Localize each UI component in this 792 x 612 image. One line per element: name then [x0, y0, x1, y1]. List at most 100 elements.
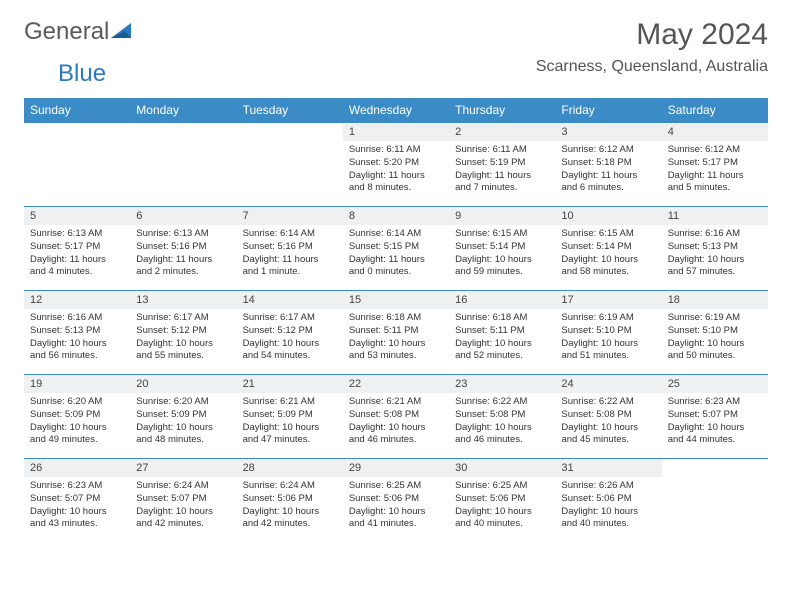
calendar-cell: 28Sunrise: 6:24 AMSunset: 5:06 PMDayligh… — [237, 459, 343, 543]
day-detail: Sunrise: 6:12 AMSunset: 5:18 PMDaylight:… — [555, 141, 661, 198]
day-number: 29 — [343, 459, 449, 477]
logo: General — [24, 18, 135, 46]
day-number: 18 — [662, 291, 768, 309]
calendar-cell: 13Sunrise: 6:17 AMSunset: 5:12 PMDayligh… — [130, 291, 236, 375]
day-detail: Sunrise: 6:23 AMSunset: 5:07 PMDaylight:… — [662, 393, 768, 450]
day-detail: Sunrise: 6:13 AMSunset: 5:17 PMDaylight:… — [24, 225, 130, 282]
day-detail: Sunrise: 6:20 AMSunset: 5:09 PMDaylight:… — [130, 393, 236, 450]
day-detail: Sunrise: 6:25 AMSunset: 5:06 PMDaylight:… — [343, 477, 449, 534]
calendar-row: 12Sunrise: 6:16 AMSunset: 5:13 PMDayligh… — [24, 291, 768, 375]
calendar-cell: 3Sunrise: 6:12 AMSunset: 5:18 PMDaylight… — [555, 123, 661, 207]
calendar-cell: 16Sunrise: 6:18 AMSunset: 5:11 PMDayligh… — [449, 291, 555, 375]
calendar-cell: 30Sunrise: 6:25 AMSunset: 5:06 PMDayligh… — [449, 459, 555, 543]
day-number: 11 — [662, 207, 768, 225]
day-number: 19 — [24, 375, 130, 393]
day-header: Thursday — [449, 98, 555, 123]
calendar-cell: 21Sunrise: 6:21 AMSunset: 5:09 PMDayligh… — [237, 375, 343, 459]
calendar-cell: 6Sunrise: 6:13 AMSunset: 5:16 PMDaylight… — [130, 207, 236, 291]
day-number: 28 — [237, 459, 343, 477]
calendar-cell: 31Sunrise: 6:26 AMSunset: 5:06 PMDayligh… — [555, 459, 661, 543]
calendar-row: 1Sunrise: 6:11 AMSunset: 5:20 PMDaylight… — [24, 123, 768, 207]
logo-text-2: Blue — [58, 60, 106, 87]
calendar-table: SundayMondayTuesdayWednesdayThursdayFrid… — [24, 98, 768, 543]
calendar-body: 1Sunrise: 6:11 AMSunset: 5:20 PMDaylight… — [24, 123, 768, 543]
day-number: 3 — [555, 123, 661, 141]
calendar-cell: 8Sunrise: 6:14 AMSunset: 5:15 PMDaylight… — [343, 207, 449, 291]
day-number: 9 — [449, 207, 555, 225]
day-number: 10 — [555, 207, 661, 225]
day-number: 22 — [343, 375, 449, 393]
day-number: 21 — [237, 375, 343, 393]
day-detail: Sunrise: 6:22 AMSunset: 5:08 PMDaylight:… — [555, 393, 661, 450]
calendar-cell: 12Sunrise: 6:16 AMSunset: 5:13 PMDayligh… — [24, 291, 130, 375]
calendar-cell: 20Sunrise: 6:20 AMSunset: 5:09 PMDayligh… — [130, 375, 236, 459]
calendar-cell: 29Sunrise: 6:25 AMSunset: 5:06 PMDayligh… — [343, 459, 449, 543]
day-number: 23 — [449, 375, 555, 393]
day-detail: Sunrise: 6:16 AMSunset: 5:13 PMDaylight:… — [24, 309, 130, 366]
day-detail: Sunrise: 6:15 AMSunset: 5:14 PMDaylight:… — [555, 225, 661, 282]
day-number: 1 — [343, 123, 449, 141]
day-detail: Sunrise: 6:14 AMSunset: 5:16 PMDaylight:… — [237, 225, 343, 282]
calendar-cell: 19Sunrise: 6:20 AMSunset: 5:09 PMDayligh… — [24, 375, 130, 459]
day-detail: Sunrise: 6:11 AMSunset: 5:20 PMDaylight:… — [343, 141, 449, 198]
day-header: Wednesday — [343, 98, 449, 123]
calendar-cell: 14Sunrise: 6:17 AMSunset: 5:12 PMDayligh… — [237, 291, 343, 375]
day-header: Saturday — [662, 98, 768, 123]
calendar-cell: 11Sunrise: 6:16 AMSunset: 5:13 PMDayligh… — [662, 207, 768, 291]
logo-triangle-icon — [111, 18, 133, 46]
calendar-cell: 9Sunrise: 6:15 AMSunset: 5:14 PMDaylight… — [449, 207, 555, 291]
calendar-cell: 4Sunrise: 6:12 AMSunset: 5:17 PMDaylight… — [662, 123, 768, 207]
day-detail: Sunrise: 6:26 AMSunset: 5:06 PMDaylight:… — [555, 477, 661, 534]
day-number: 17 — [555, 291, 661, 309]
day-header: Sunday — [24, 98, 130, 123]
day-number: 2 — [449, 123, 555, 141]
day-detail: Sunrise: 6:16 AMSunset: 5:13 PMDaylight:… — [662, 225, 768, 282]
day-detail: Sunrise: 6:17 AMSunset: 5:12 PMDaylight:… — [130, 309, 236, 366]
day-number: 27 — [130, 459, 236, 477]
day-detail: Sunrise: 6:18 AMSunset: 5:11 PMDaylight:… — [449, 309, 555, 366]
title-block: May 2024 Scarness, Queensland, Australia — [536, 18, 768, 76]
calendar-cell: 7Sunrise: 6:14 AMSunset: 5:16 PMDaylight… — [237, 207, 343, 291]
calendar-cell — [662, 459, 768, 543]
day-detail: Sunrise: 6:25 AMSunset: 5:06 PMDaylight:… — [449, 477, 555, 534]
day-number: 7 — [237, 207, 343, 225]
day-number: 24 — [555, 375, 661, 393]
day-number: 20 — [130, 375, 236, 393]
calendar-cell — [130, 123, 236, 207]
day-detail: Sunrise: 6:19 AMSunset: 5:10 PMDaylight:… — [555, 309, 661, 366]
calendar-row: 19Sunrise: 6:20 AMSunset: 5:09 PMDayligh… — [24, 375, 768, 459]
day-detail: Sunrise: 6:19 AMSunset: 5:10 PMDaylight:… — [662, 309, 768, 366]
calendar-cell — [24, 123, 130, 207]
day-detail: Sunrise: 6:14 AMSunset: 5:15 PMDaylight:… — [343, 225, 449, 282]
day-number: 16 — [449, 291, 555, 309]
calendar-header-row: SundayMondayTuesdayWednesdayThursdayFrid… — [24, 98, 768, 123]
day-detail: Sunrise: 6:23 AMSunset: 5:07 PMDaylight:… — [24, 477, 130, 534]
day-number: 14 — [237, 291, 343, 309]
calendar-cell: 15Sunrise: 6:18 AMSunset: 5:11 PMDayligh… — [343, 291, 449, 375]
day-number: 8 — [343, 207, 449, 225]
day-number: 15 — [343, 291, 449, 309]
day-number: 26 — [24, 459, 130, 477]
day-number: 4 — [662, 123, 768, 141]
calendar-cell: 5Sunrise: 6:13 AMSunset: 5:17 PMDaylight… — [24, 207, 130, 291]
day-detail: Sunrise: 6:18 AMSunset: 5:11 PMDaylight:… — [343, 309, 449, 366]
day-detail: Sunrise: 6:22 AMSunset: 5:08 PMDaylight:… — [449, 393, 555, 450]
calendar-cell: 23Sunrise: 6:22 AMSunset: 5:08 PMDayligh… — [449, 375, 555, 459]
day-detail: Sunrise: 6:11 AMSunset: 5:19 PMDaylight:… — [449, 141, 555, 198]
day-detail: Sunrise: 6:24 AMSunset: 5:07 PMDaylight:… — [130, 477, 236, 534]
month-title: May 2024 — [536, 18, 768, 52]
day-number: 30 — [449, 459, 555, 477]
logo-text-1: General — [24, 18, 109, 46]
calendar-cell: 17Sunrise: 6:19 AMSunset: 5:10 PMDayligh… — [555, 291, 661, 375]
day-header: Tuesday — [237, 98, 343, 123]
calendar-cell: 26Sunrise: 6:23 AMSunset: 5:07 PMDayligh… — [24, 459, 130, 543]
calendar-cell: 27Sunrise: 6:24 AMSunset: 5:07 PMDayligh… — [130, 459, 236, 543]
day-number: 25 — [662, 375, 768, 393]
day-number: 13 — [130, 291, 236, 309]
calendar-cell: 18Sunrise: 6:19 AMSunset: 5:10 PMDayligh… — [662, 291, 768, 375]
day-number: 6 — [130, 207, 236, 225]
location: Scarness, Queensland, Australia — [536, 58, 768, 76]
day-number: 31 — [555, 459, 661, 477]
day-number: 12 — [24, 291, 130, 309]
day-header: Friday — [555, 98, 661, 123]
